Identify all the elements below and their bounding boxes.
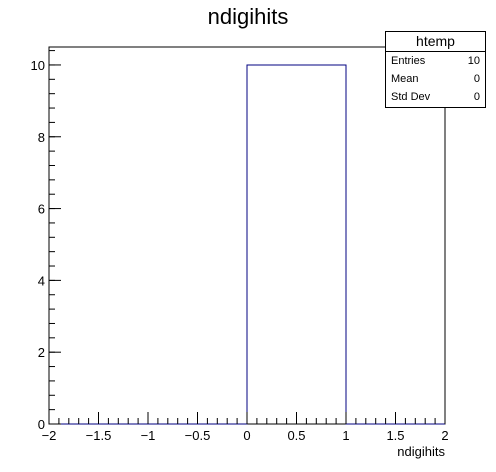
y-tick-label: 10 bbox=[31, 58, 45, 73]
stats-value: 0 bbox=[473, 91, 480, 103]
stats-value: 0 bbox=[473, 73, 480, 85]
histogram-bars bbox=[49, 64, 445, 425]
x-tick-label: 2 bbox=[441, 428, 448, 443]
stats-label: Entries bbox=[391, 55, 426, 67]
stats-row-stddev: Std Dev 0 bbox=[386, 88, 485, 106]
y-tick-label: 0 bbox=[38, 417, 45, 432]
y-tick-label: 4 bbox=[38, 273, 45, 288]
y-tick-label: 8 bbox=[38, 130, 45, 145]
x-tick-label: −2 bbox=[42, 428, 57, 443]
chart-title: ndigihits bbox=[207, 4, 289, 29]
x-tick-label: 1 bbox=[342, 428, 349, 443]
tick-labels: −2 −1.5 −1 −0.5 0 0.5 1 1.5 2 0 2 4 6 8 10 bbox=[31, 58, 449, 443]
y-tick-label: 2 bbox=[38, 345, 45, 360]
histogram-bar bbox=[49, 64, 445, 425]
stats-box: htemp Entries 10 Mean 0 Std Dev 0 bbox=[385, 31, 486, 108]
x-tick-label: 1.5 bbox=[386, 428, 404, 443]
axis-ticks bbox=[48, 50, 446, 425]
x-tick-label: −0.5 bbox=[185, 428, 211, 443]
x-tick-label: 0.5 bbox=[287, 428, 305, 443]
x-axis-label: ndigihits bbox=[397, 444, 445, 459]
stats-value: 10 bbox=[467, 55, 480, 67]
stats-row-entries: Entries 10 bbox=[386, 52, 485, 70]
stats-label: Mean bbox=[391, 73, 419, 85]
stats-box-title: htemp bbox=[386, 32, 485, 52]
x-tick-label: 0 bbox=[243, 428, 250, 443]
stats-label: Std Dev bbox=[391, 91, 431, 103]
x-tick-label: −1.5 bbox=[86, 428, 112, 443]
x-tick-label: −1 bbox=[141, 428, 156, 443]
stats-row-mean: Mean 0 bbox=[386, 70, 485, 88]
y-tick-label: 6 bbox=[38, 202, 45, 217]
